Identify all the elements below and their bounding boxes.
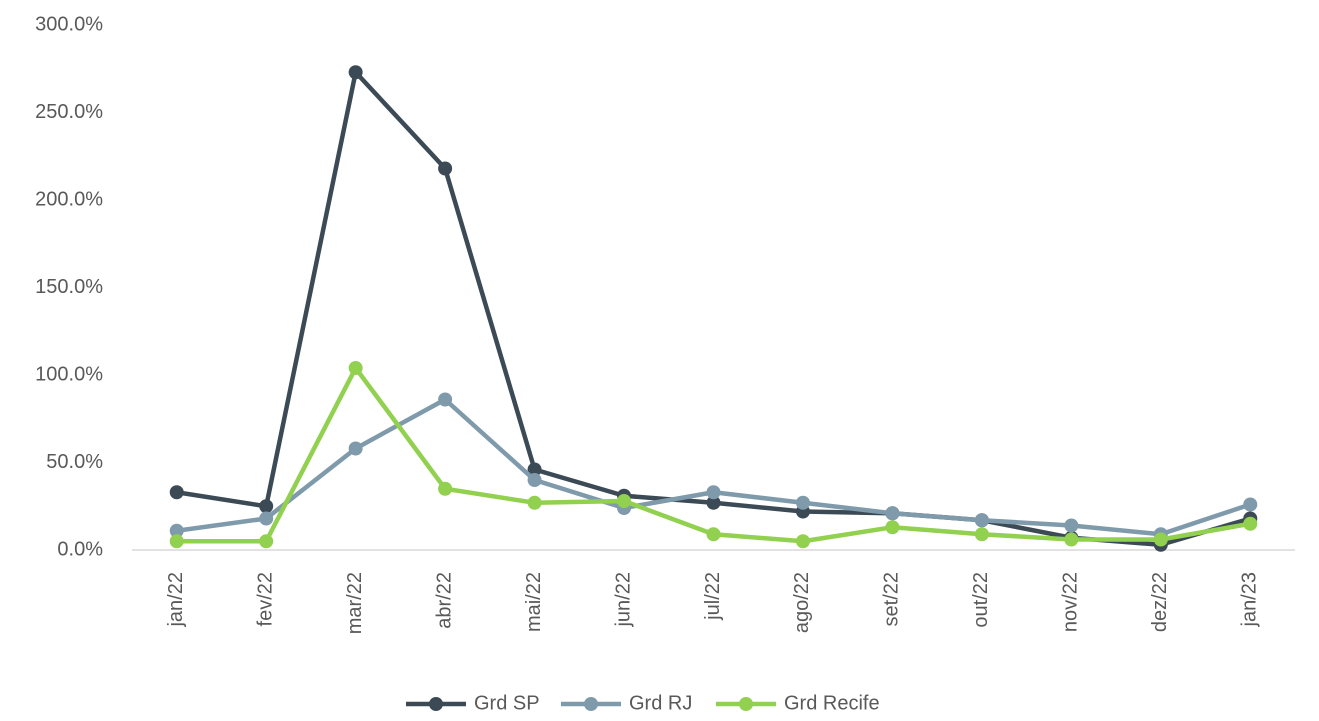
legend-label: Grd SP [474, 692, 540, 714]
data-point [974, 527, 989, 542]
legend-marker [739, 697, 753, 711]
x-tick-label: mar/22 [344, 572, 366, 634]
y-tick-label: 50.0% [46, 451, 103, 473]
series-line [176, 397, 1251, 537]
x-tick-label: abr/22 [433, 572, 455, 629]
x-tick-label: jan/22 [165, 572, 187, 628]
series-line [176, 365, 1251, 544]
data-point [706, 527, 721, 542]
legend-item: Grd RJ [561, 692, 692, 714]
data-point [438, 392, 453, 407]
legend-item: Grd SP [406, 692, 540, 714]
data-point [795, 534, 810, 549]
data-point [1064, 532, 1079, 547]
x-tick-label: nov/22 [1060, 572, 1082, 632]
x-tick-label: jul/22 [702, 572, 724, 621]
series-line [176, 70, 1251, 547]
data-point [1243, 516, 1258, 531]
data-point [169, 523, 184, 538]
data-point [1064, 518, 1079, 533]
data-point [1243, 497, 1258, 512]
data-point [885, 520, 900, 535]
legend-label: Grd Recife [784, 692, 880, 714]
legend-label: Grd RJ [629, 692, 692, 714]
data-point [169, 485, 184, 500]
data-point [706, 495, 721, 510]
y-tick-label: 150.0% [35, 276, 103, 298]
data-point [617, 494, 632, 508]
data-point [259, 511, 274, 526]
legend-marker [584, 697, 598, 711]
data-point [527, 473, 542, 487]
data-point [169, 534, 184, 549]
y-tick-label: 250.0% [35, 101, 103, 123]
data-point [438, 481, 453, 496]
data-point [795, 495, 810, 510]
y-tick-label: 100.0% [35, 363, 103, 385]
data-point [974, 513, 989, 528]
data-point [259, 534, 274, 549]
data-point [438, 161, 453, 176]
data-point [527, 462, 542, 477]
data-point [1153, 532, 1168, 547]
y-tick-label: 0.0% [57, 538, 103, 560]
x-tick-label: dez/22 [1149, 572, 1171, 632]
data-point [259, 499, 274, 514]
legend-marker [429, 697, 443, 711]
data-point [885, 506, 900, 521]
y-tick-label: 200.0% [35, 188, 103, 210]
data-point [348, 441, 363, 456]
x-tick-label: set/22 [881, 572, 903, 626]
data-point [348, 361, 363, 375]
x-tick-label: fev/22 [254, 572, 276, 626]
x-tick-label: ago/22 [791, 572, 813, 633]
x-tick-label: mai/22 [523, 572, 545, 632]
data-point [348, 65, 363, 80]
legend-item: Grd Recife [716, 692, 880, 714]
x-tick-label: jan/23 [1239, 572, 1261, 628]
x-tick-label: jun/22 [612, 572, 634, 628]
data-point [706, 485, 721, 500]
data-point [527, 495, 542, 510]
x-tick-label: out/22 [970, 572, 992, 628]
y-tick-label: 300.0% [35, 13, 103, 35]
